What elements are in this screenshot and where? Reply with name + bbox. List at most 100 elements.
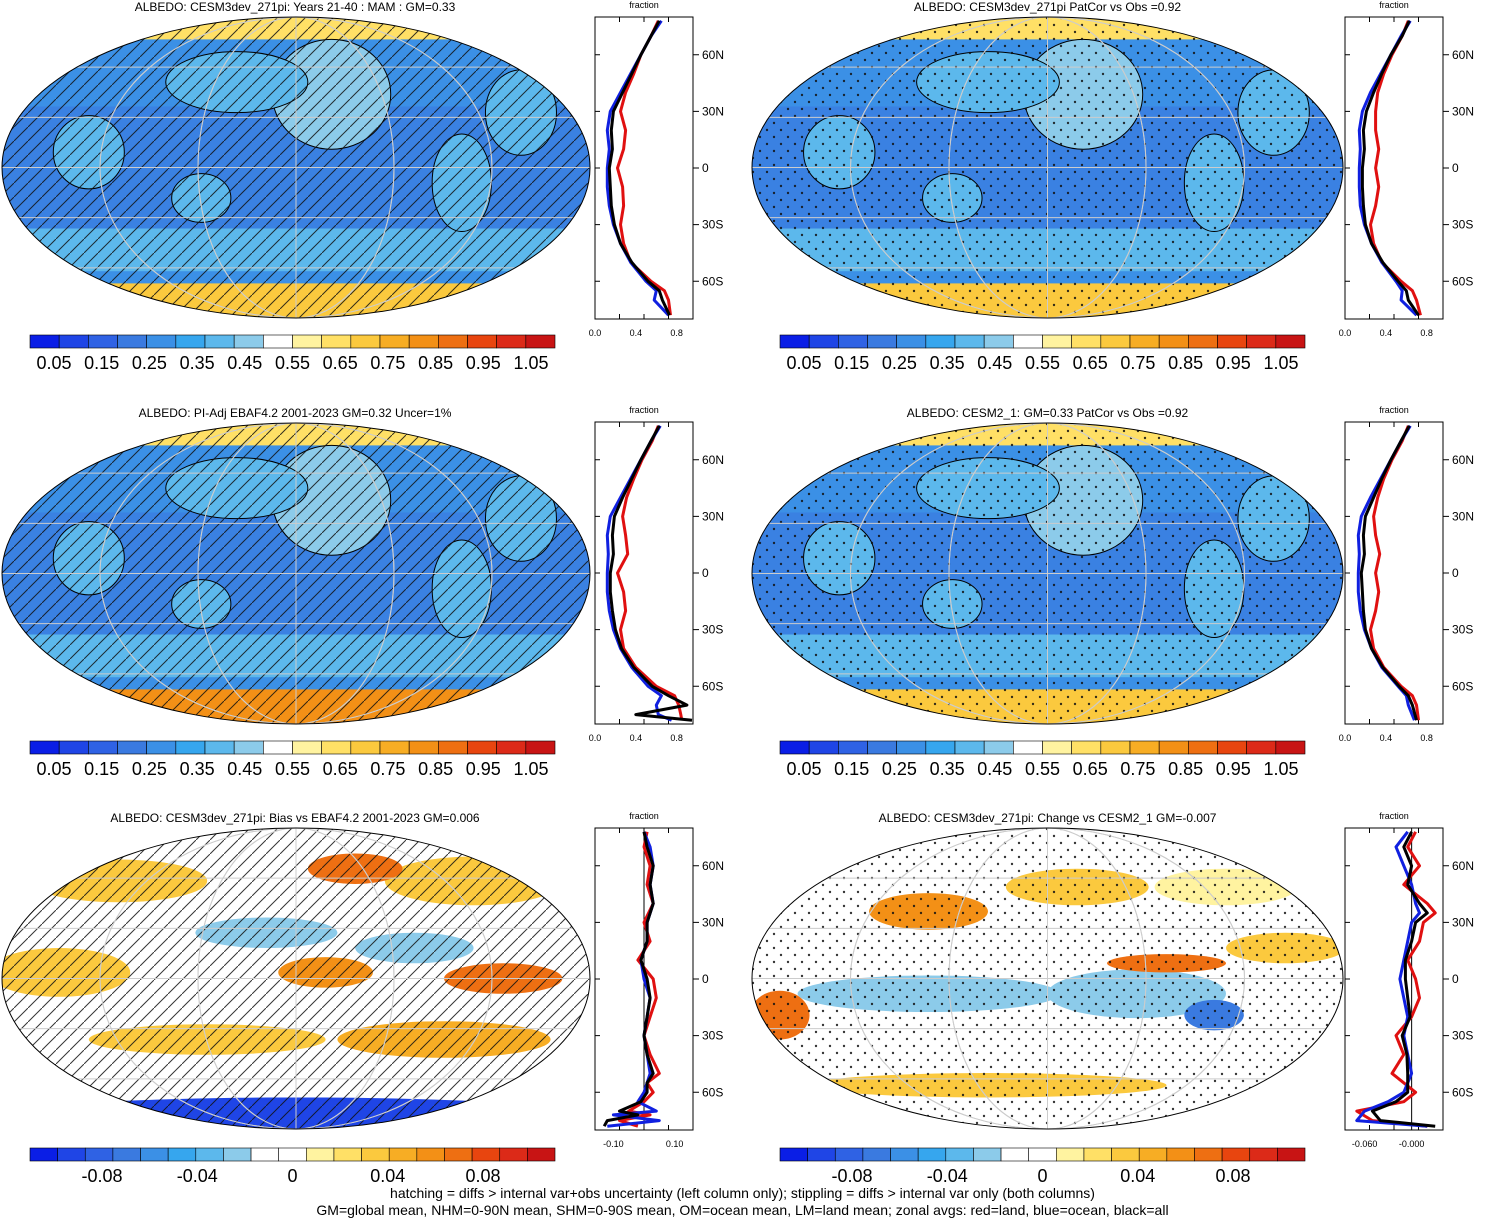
y-tick-label: 60N <box>702 453 724 467</box>
footer-note-legend: GM=global mean, NHM=0-90N mean, SHM=0-90… <box>316 1202 1169 1218</box>
colorbar-swatch <box>1083 1147 1112 1162</box>
zonal-average-plot-3: fraction 0.0 0.4 0.8 60N 30N 0 30S 60S <box>589 405 724 743</box>
colorbar-2: 0.05 0.15 0.25 0.35 0.45 0.55 0.65 0.75 0.85 0.95… <box>779 334 1306 373</box>
colorbar-tick-label: 0.35 <box>930 759 965 779</box>
y-tick-label: 60N <box>702 48 724 62</box>
colorbar-swatch <box>973 1147 1002 1162</box>
colorbar-swatch <box>1277 1147 1306 1162</box>
colorbar-tick-label: 0.45 <box>977 759 1012 779</box>
colorbar-swatch <box>233 334 264 349</box>
y-tick-label: 60S <box>1452 274 1473 288</box>
colorbar-tick-label: 0.95 <box>1216 759 1251 779</box>
x-tick-label: -0.000 <box>1399 1139 1425 1149</box>
colorbar-swatch <box>1042 334 1072 349</box>
x-tick-label: 0.4 <box>1380 733 1393 743</box>
zonal-line-all <box>1360 20 1420 317</box>
zonal-line-land <box>616 20 672 316</box>
colorbar-swatch <box>954 740 985 755</box>
colorbar-swatch <box>838 740 868 755</box>
x-tick-label: 0.8 <box>1420 733 1433 743</box>
x-tick-label: 0.0 <box>1339 733 1352 743</box>
y-tick-label: 60S <box>1452 1085 1473 1099</box>
meridian-gridline <box>197 17 395 318</box>
colorbar-swatch <box>1275 334 1306 349</box>
colorbar-swatch <box>779 334 810 349</box>
colorbar-tick-label: 0.04 <box>370 1166 405 1186</box>
zonal-average-plot-6: fraction -0.060 -0.000 60N 30N 0 30S 60S <box>1344 811 1474 1149</box>
colorbar-tick-label: 0.08 <box>465 1166 500 1186</box>
zonal-average-plot-2: fraction 0.0 0.4 0.8 60N 30N 0 30S 60S <box>1339 0 1474 338</box>
colorbar-swatch <box>438 334 468 349</box>
colorbar-swatch <box>88 740 118 755</box>
panel-title-1: ALBEDO: CESM3dev_271pi: Years 21-40 : MA… <box>134 0 456 14</box>
colorbar-swatch <box>408 740 439 755</box>
y-tick-label: 0 <box>702 161 709 175</box>
colorbar-swatch <box>1111 1147 1140 1162</box>
colorbar-swatch <box>525 334 556 349</box>
x-tick-label: 0.10 <box>666 1139 684 1149</box>
zonal-line-land <box>616 425 684 721</box>
colorbar-swatch <box>1100 334 1131 349</box>
colorbar-swatch <box>499 1147 528 1162</box>
colorbar-5: -0.08 -0.04 0 0.04 0.08 <box>29 1147 556 1186</box>
colorbar-swatch <box>1129 740 1160 755</box>
zonal-axis-title: fraction <box>629 811 659 821</box>
x-tick-label: -0.10 <box>603 1139 624 1149</box>
meridian-gridline <box>99 17 493 318</box>
meridian-gridline <box>850 423 1245 724</box>
colorbar-swatch <box>361 1147 390 1162</box>
colorbar-swatch <box>321 740 352 755</box>
panel-title-2: ALBEDO: CESM3dev_271pi PatCor vs Obs =0.… <box>913 0 1182 14</box>
colorbar-swatch <box>1028 1147 1057 1162</box>
y-tick-label: 30N <box>702 509 724 523</box>
y-tick-label: 0 <box>1452 972 1459 986</box>
colorbar-swatch <box>1158 740 1189 755</box>
colorbar-tick-label: 0.25 <box>132 353 167 373</box>
albedo-map-cesm2 <box>751 422 1344 725</box>
colorbar-tick-label: 0.35 <box>930 353 965 373</box>
colorbar-tick-label: 0 <box>287 1166 297 1186</box>
colorbar-tick-label: 0.75 <box>1120 759 1155 779</box>
panel-title-4: ALBEDO: CESM2_1: GM=0.33 PatCor vs Obs =… <box>906 406 1189 420</box>
colorbar-swatch <box>471 1147 501 1162</box>
colorbar-swatch <box>350 334 381 349</box>
colorbar-swatch <box>292 740 322 755</box>
zonal-average-plot-1: fraction 0.0 0.4 0.8 60N 30N 0 30S 60S <box>589 0 724 338</box>
colorbar-swatch <box>808 740 839 755</box>
colorbar-tick-label: 0.85 <box>1168 353 1203 373</box>
colorbar-swatch <box>1249 1147 1278 1162</box>
meridian-gridline <box>99 828 493 1129</box>
colorbar-swatch <box>834 1147 864 1162</box>
colorbar-swatch <box>1194 1147 1223 1162</box>
zonal-line-land <box>1355 831 1437 1128</box>
colorbar-swatch <box>807 1147 836 1162</box>
colorbar-swatch <box>983 740 1014 755</box>
colorbar-swatch <box>1100 740 1131 755</box>
colorbar-tick-label: 0.95 <box>1216 353 1251 373</box>
colorbar-swatch <box>408 334 439 349</box>
colorbar-swatch <box>467 740 497 755</box>
colorbar-tick-label: 0.65 <box>323 759 358 779</box>
colorbar-swatch <box>1166 1147 1195 1162</box>
colorbar-swatch <box>58 740 89 755</box>
colorbar-swatch <box>140 1147 169 1162</box>
colorbar-tick-label: 0.35 <box>180 353 215 373</box>
colorbar-tick-label: 0.55 <box>275 353 310 373</box>
y-tick-label: 60N <box>702 859 724 873</box>
colorbar-swatch <box>146 334 177 349</box>
zonal-line-land <box>618 831 661 1128</box>
colorbar-tick-label: 0.15 <box>84 759 119 779</box>
colorbar-tick-label: 0.65 <box>1073 353 1108 373</box>
zonal-average-plot-5: fraction -0.10 0.10 60N 30N 0 30S 60S <box>594 811 724 1149</box>
colorbar-swatch <box>84 1147 114 1162</box>
colorbar-swatch <box>779 740 810 755</box>
y-tick-label: 30N <box>702 104 724 118</box>
colorbar-swatch <box>808 334 839 349</box>
colorbar-swatch <box>416 1147 445 1162</box>
y-tick-label: 60S <box>1452 679 1473 693</box>
colorbar-swatch <box>1042 740 1072 755</box>
colorbar-swatch <box>292 334 322 349</box>
x-tick-label: 0.4 <box>1380 328 1393 338</box>
colorbar-tick-label: -0.04 <box>177 1166 218 1186</box>
colorbar-swatch <box>117 334 147 349</box>
